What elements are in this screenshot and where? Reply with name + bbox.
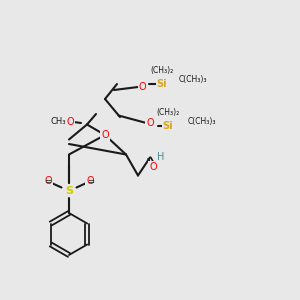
Text: O: O xyxy=(139,82,146,92)
Text: O: O xyxy=(86,176,94,187)
Text: (CH₃)₂: (CH₃)₂ xyxy=(156,108,180,117)
Text: H: H xyxy=(157,152,164,163)
Text: (CH₃)₂: (CH₃)₂ xyxy=(150,66,174,75)
Text: =: = xyxy=(87,178,94,187)
Text: Si: Si xyxy=(163,121,173,131)
Text: O: O xyxy=(146,118,154,128)
Text: Si: Si xyxy=(157,79,167,89)
Text: CH₃: CH₃ xyxy=(51,117,66,126)
Text: C(CH₃)₃: C(CH₃)₃ xyxy=(188,117,216,126)
Text: O: O xyxy=(101,130,109,140)
Text: C(CH₃)₃: C(CH₃)₃ xyxy=(178,75,207,84)
Text: =: = xyxy=(44,178,51,187)
Text: O: O xyxy=(44,176,52,187)
Text: O: O xyxy=(149,161,157,172)
Text: O: O xyxy=(67,116,74,127)
Text: S: S xyxy=(65,185,73,196)
